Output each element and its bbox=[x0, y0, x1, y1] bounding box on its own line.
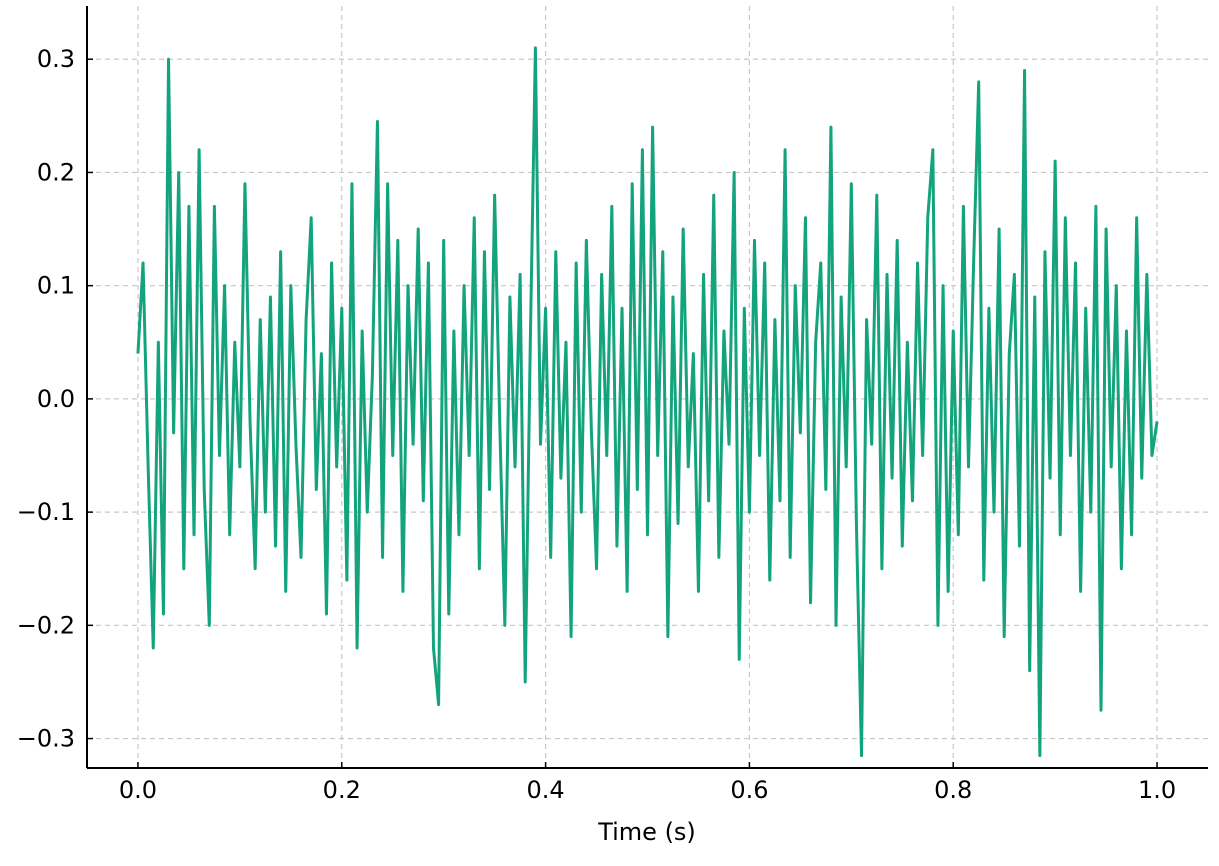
signal-line bbox=[136, 46, 1159, 758]
x-tick-label: 1.0 bbox=[1138, 776, 1176, 804]
x-tick-label: 0.6 bbox=[730, 776, 768, 804]
x-tick-label: 0.8 bbox=[934, 776, 972, 804]
y-tick-label: 0.2 bbox=[37, 158, 75, 186]
y-tick-label: 0.3 bbox=[37, 45, 75, 73]
y-tick-label: 0.0 bbox=[37, 385, 75, 413]
y-tick-label: −0.2 bbox=[17, 611, 75, 639]
x-axis-label: Time (s) bbox=[597, 818, 696, 846]
y-tick-label: −0.1 bbox=[17, 498, 75, 526]
y-tick-label: −0.3 bbox=[17, 725, 75, 753]
x-tick-label: 0.2 bbox=[323, 776, 361, 804]
x-tick-label: 0.0 bbox=[119, 776, 157, 804]
x-tick-label: 0.4 bbox=[527, 776, 565, 804]
plot-area bbox=[136, 46, 1159, 758]
y-tick-label: 0.1 bbox=[37, 272, 75, 300]
